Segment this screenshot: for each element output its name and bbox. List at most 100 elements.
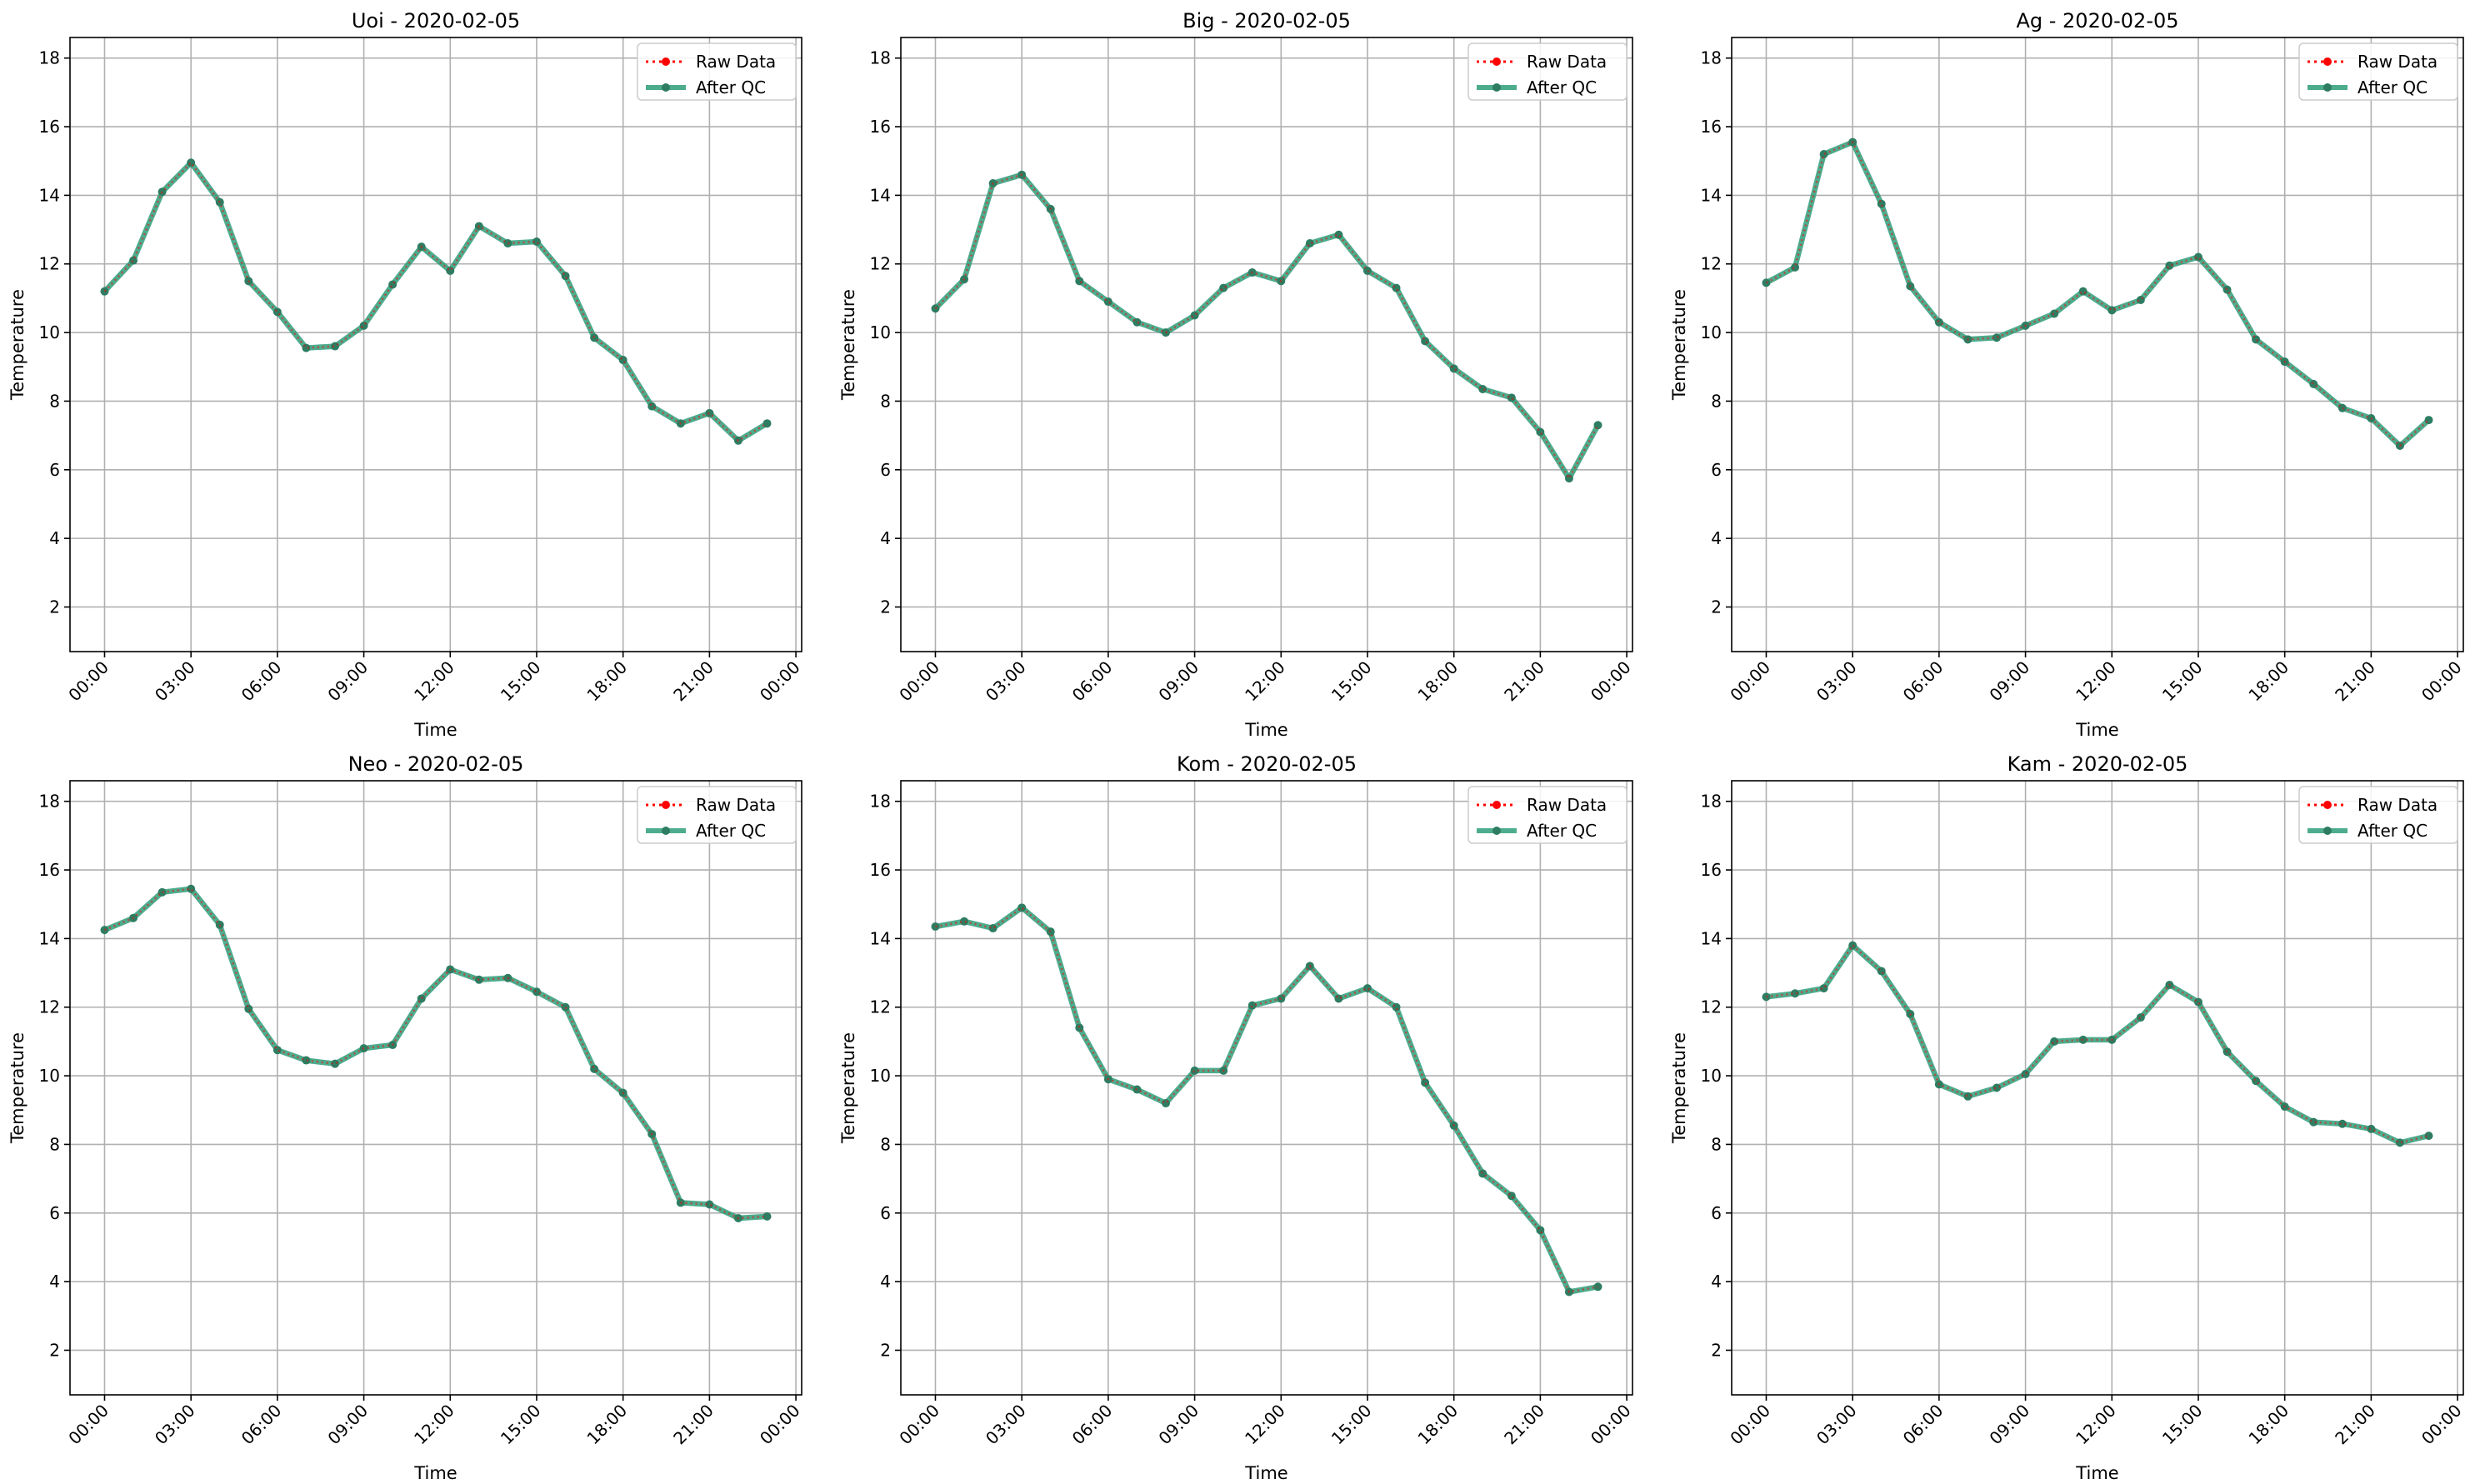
data-point-after-qc [1075, 277, 1084, 286]
data-point-after-qc [2424, 1132, 2433, 1141]
series-line-after-qc [933, 172, 1601, 482]
data-point-after-qc [1362, 984, 1372, 993]
series-line-raw-data [103, 161, 768, 442]
legend-label: After QC [2358, 77, 2428, 97]
x-tick-label: 00:00 [64, 1401, 112, 1449]
data-point-after-qc [215, 920, 224, 929]
data-point-after-qc [2078, 287, 2088, 296]
legend-marker-raw-data [2323, 57, 2332, 66]
data-point-after-qc [1075, 1023, 1084, 1032]
y-axis-label: Temperature [1669, 1032, 1689, 1144]
x-tick-label: 12:00 [2072, 1401, 2120, 1449]
data-point-after-qc [129, 256, 138, 265]
x-tick-label: 03:00 [151, 1401, 199, 1449]
y-tick-label: 2 [880, 597, 891, 617]
data-point-after-qc [1334, 230, 1343, 239]
x-axis-label: Time [1244, 1463, 1288, 1483]
x-tick-label: 15:00 [497, 657, 545, 706]
y-tick-label: 4 [1711, 1272, 1722, 1292]
y-tick-label: 4 [49, 1272, 60, 1292]
y-tick-label: 8 [880, 1134, 891, 1154]
data-point-after-qc [2395, 1138, 2404, 1147]
x-tick-label: 06:00 [1068, 1401, 1117, 1449]
data-point-after-qc [1507, 393, 1516, 402]
data-point-after-qc [931, 922, 940, 931]
x-tick-label: 00:00 [895, 657, 943, 706]
data-point-after-qc [960, 917, 969, 926]
data-point-after-qc [187, 158, 196, 167]
legend-label: After QC [2358, 821, 2428, 841]
y-tick-label: 10 [870, 322, 891, 342]
data-point-after-qc [2222, 285, 2232, 294]
data-point-after-qc [762, 1212, 772, 1221]
data-point-after-qc [1449, 364, 1458, 373]
y-tick-label: 12 [39, 997, 60, 1017]
x-tick-label: 15:00 [2158, 657, 2207, 706]
data-point-after-qc [2338, 403, 2347, 412]
y-tick-label: 16 [870, 117, 891, 137]
y-tick-label: 6 [49, 460, 60, 480]
data-point-after-qc [1536, 427, 1545, 437]
series-line-raw-data [104, 887, 768, 1220]
x-tick-label: 03:00 [982, 1401, 1030, 1449]
data-point-after-qc [302, 343, 311, 352]
y-axis-label: Temperature [838, 289, 858, 401]
x-tick-label: 09:00 [323, 657, 372, 706]
legend: Raw Data After QC [2298, 786, 2458, 844]
legend-label: After QC [1527, 77, 1597, 97]
y-tick-label: 18 [39, 48, 60, 68]
data-point-after-qc [1421, 337, 1430, 346]
axes-frame [1731, 37, 2464, 652]
y-tick-label: 6 [1711, 1203, 1722, 1223]
legend-marker-after-qc [1492, 83, 1501, 92]
x-tick-label: 00:00 [1587, 1401, 1635, 1449]
x-tick-label: 18:00 [582, 657, 631, 706]
x-tick-label: 12:00 [1241, 657, 1289, 706]
y-tick-label: 18 [1701, 48, 1722, 68]
y-tick-label: 2 [880, 1340, 891, 1360]
data-point-after-qc [1421, 1078, 1430, 1087]
x-tick-label: 03:00 [1812, 657, 1861, 706]
subplot-title: Neo - 2020-02-05 [348, 752, 524, 776]
legend: Raw Data After QC [1468, 42, 1628, 101]
data-point-after-qc [590, 1064, 599, 1073]
y-tick-label: 4 [880, 528, 891, 548]
y-tick-label: 14 [1701, 185, 1722, 205]
y-tick-label: 10 [39, 322, 60, 342]
subplot-title: Kom - 2020-02-05 [1177, 752, 1357, 776]
legend-marker-raw-data [1492, 801, 1501, 809]
y-tick-label: 2 [1711, 597, 1722, 617]
data-point-after-qc [272, 307, 282, 317]
x-tick-label: 21:00 [2331, 1401, 2379, 1449]
x-tick-label: 06:00 [1899, 657, 1948, 706]
legend-label: Raw Data [2358, 52, 2438, 72]
axes-frame [900, 780, 1633, 1396]
data-point-after-qc [1392, 1002, 1401, 1012]
data-point-after-qc [1819, 149, 1828, 158]
axes-frame [69, 780, 802, 1396]
data-point-after-qc [2424, 416, 2433, 425]
legend: Raw Data After QC [2298, 42, 2458, 101]
subplot-3: Ag - 2020-02-05 2 4 6 8 10 12 14 16 18 00:00 03:00 0… [1669, 9, 2466, 740]
data-point-after-qc [1963, 1092, 1972, 1101]
x-tick-label: 18:00 [1413, 657, 1462, 706]
x-tick-label: 21:00 [1500, 657, 1548, 706]
data-point-after-qc [1791, 262, 1800, 272]
y-tick-label: 10 [1701, 322, 1722, 342]
y-tick-label: 8 [1711, 391, 1722, 411]
data-point-after-qc [187, 884, 196, 893]
x-tick-label: 12:00 [410, 1401, 458, 1449]
data-point-after-qc [244, 1004, 253, 1013]
subplot-title: Ag - 2020-02-05 [2016, 9, 2178, 32]
x-tick-label: 06:00 [1068, 657, 1117, 706]
data-point-after-qc [2252, 335, 2261, 344]
y-tick-label: 4 [49, 528, 60, 548]
y-tick-label: 8 [1711, 1134, 1722, 1154]
x-tick-label: 12:00 [1241, 1401, 1289, 1449]
x-tick-label: 09:00 [323, 1401, 372, 1449]
x-tick-label: 03:00 [982, 657, 1030, 706]
y-tick-label: 4 [880, 1272, 891, 1292]
legend-marker-after-qc [662, 83, 670, 92]
data-point-after-qc [2136, 1013, 2145, 1022]
x-tick-label: 00:00 [2418, 657, 2466, 706]
